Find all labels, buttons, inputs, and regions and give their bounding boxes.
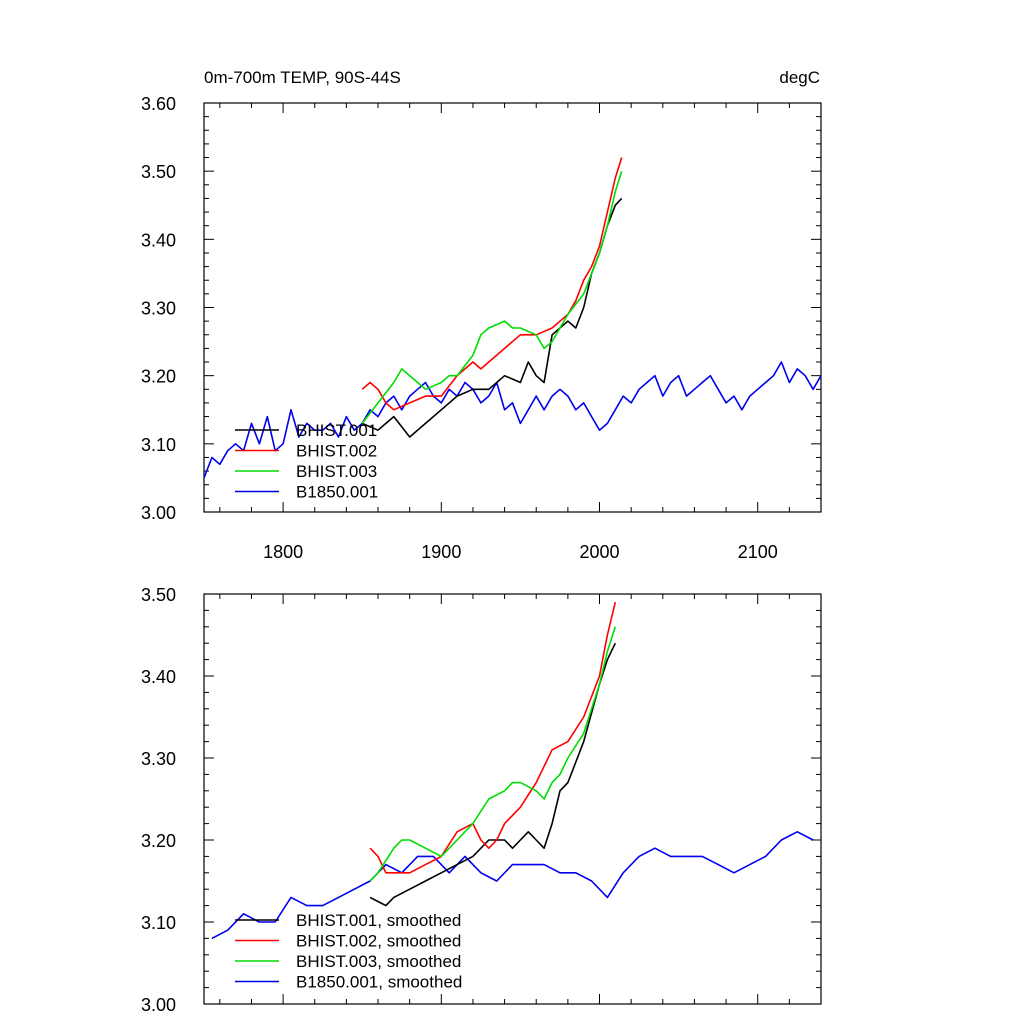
x-tick-label: 2000 — [579, 542, 619, 562]
y-tick-label: 3.10 — [141, 913, 176, 933]
series-line-bhist-002 — [361, 157, 623, 411]
legend-label: BHIST.001 — [296, 421, 377, 440]
series-line-bhist-003 — [361, 170, 623, 424]
y-tick-label: 3.00 — [141, 995, 176, 1015]
legend-label: B1850.001 — [296, 483, 378, 502]
y-tick-label: 3.20 — [141, 831, 176, 851]
series-line-bhist-001 — [361, 197, 623, 438]
y-tick-label: 3.10 — [141, 435, 176, 455]
x-tick-label: 1900 — [421, 542, 461, 562]
y-tick-label: 3.40 — [141, 230, 176, 250]
x-tick-label: 1800 — [263, 542, 303, 562]
y-tick-label: 3.60 — [141, 94, 176, 114]
y-tick-label: 3.00 — [141, 503, 176, 523]
series-line-b1850-001 — [211, 831, 814, 940]
y-tick-label: 3.40 — [141, 667, 176, 687]
legend-label: BHIST.003 — [296, 462, 377, 481]
top-panel: 3.00 3.10 3.20 3.30 3.40 3.50 3.60 1800 1900 2000… — [141, 94, 822, 562]
series-line-b1850-001 — [203, 361, 822, 479]
y-tick-label: 3.50 — [141, 162, 176, 182]
units-label: degC — [779, 68, 820, 87]
x-tick-label: 2100 — [738, 542, 778, 562]
y-tick-label: 3.20 — [141, 367, 176, 387]
y-tick-label: 3.50 — [141, 585, 176, 605]
legend-label: BHIST.002 — [296, 442, 377, 461]
series-line-bhist-001 — [369, 642, 617, 907]
legend-label: B1850.001, smoothed — [296, 973, 462, 992]
legend-label: BHIST.002, smoothed — [296, 932, 461, 951]
chart-title: 0m-700m TEMP, 90S-44S — [204, 68, 401, 87]
series-line-bhist-003 — [369, 626, 617, 882]
y-tick-label: 3.30 — [141, 749, 176, 769]
legend-label: BHIST.003, smoothed — [296, 952, 461, 971]
plot-frame — [203, 593, 822, 1005]
bottom-panel: 3.00 3.10 3.20 3.30 3.40 3.50 BHIST.001, smoot… — [141, 585, 822, 1015]
legend-label: BHIST.001, smoothed — [296, 911, 461, 930]
y-tick-label: 3.30 — [141, 299, 176, 319]
series-line-bhist-002 — [369, 602, 617, 874]
